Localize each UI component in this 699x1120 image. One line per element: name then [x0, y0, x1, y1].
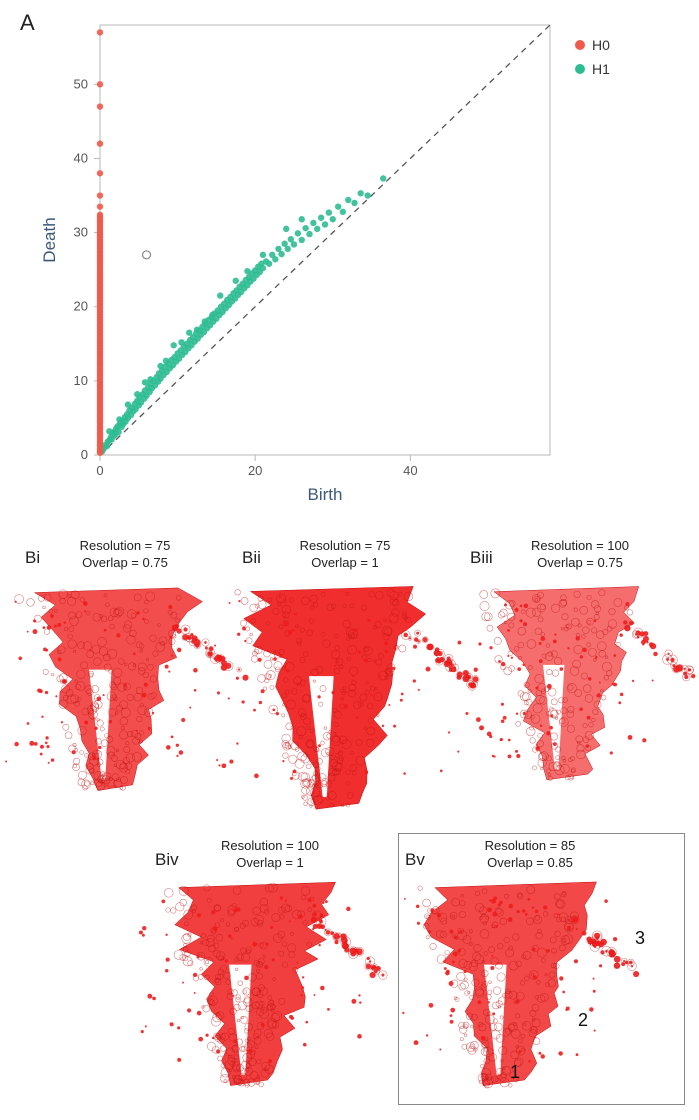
svg-text:20: 20 [74, 299, 88, 314]
legend-item-label: H1 [592, 61, 610, 77]
svg-text:20: 20 [248, 463, 262, 478]
svg-text:0: 0 [81, 447, 88, 462]
params-bi: Resolution = 75 Overlap = 0.75 [60, 538, 190, 572]
bv-annotation-2: 2 [578, 1010, 588, 1031]
panel-label-bi: Bi [25, 548, 40, 568]
y-axis-title: Death [40, 217, 59, 262]
svg-text:40: 40 [403, 463, 417, 478]
bv-highlight-box [398, 833, 685, 1105]
params-biii: Resolution = 100 Overlap = 0.75 [515, 538, 645, 572]
bv-annotation-3: 3 [635, 928, 645, 949]
params-bii: Resolution = 75 Overlap = 1 [280, 538, 410, 572]
figure-root: 0 20 40 0 10 20 30 40 50 Birth Death H0 H1 A Bi Resolut… [0, 0, 699, 1115]
panel-label-biii: Biii [470, 548, 493, 568]
svg-text:10: 10 [74, 373, 88, 388]
panel-label-a: A [20, 10, 35, 36]
x-axis-title: Birth [308, 485, 343, 504]
svg-text:40: 40 [74, 150, 88, 165]
svg-text:30: 30 [74, 225, 88, 240]
panel-label-bii: Bii [242, 548, 261, 568]
params-biv: Resolution = 100 Overlap = 1 [205, 838, 335, 872]
svg-text:0: 0 [96, 463, 103, 478]
bv-annotation-1: 1 [510, 1062, 520, 1083]
panel-label-biv: Biv [155, 850, 179, 870]
legend-item-label: H0 [592, 37, 610, 53]
panel-a-scatter: 0 20 40 0 10 20 30 40 50 Birth Death H0 H1 [0, 0, 699, 520]
svg-text:50: 50 [74, 76, 88, 91]
